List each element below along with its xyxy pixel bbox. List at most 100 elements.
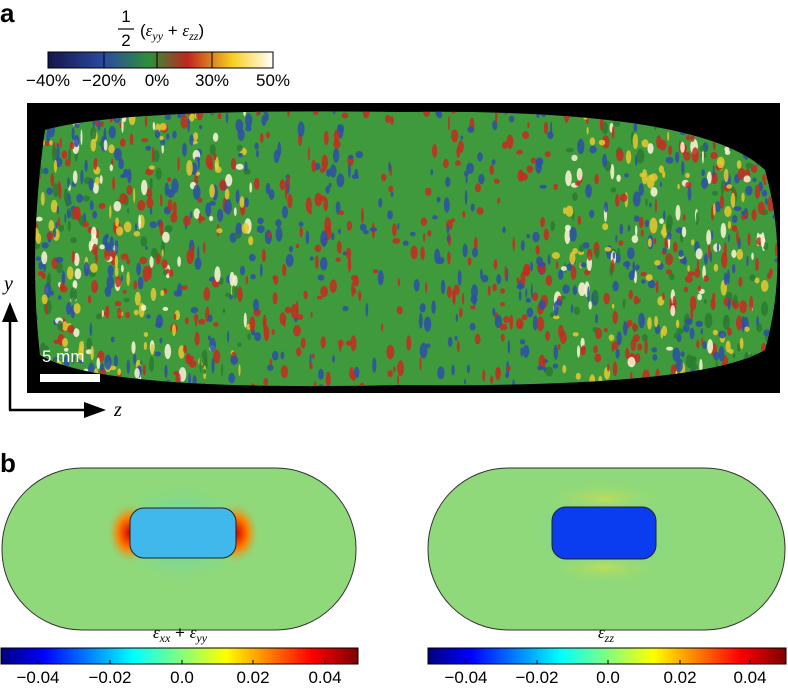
- texture-speck: [640, 229, 644, 237]
- texture-speck: [474, 333, 481, 345]
- texture-speck: [447, 336, 453, 347]
- texture-speck: [69, 287, 77, 303]
- texture-speck: [768, 268, 773, 277]
- texture-speck: [565, 147, 574, 153]
- texture-speck: [720, 222, 727, 239]
- texture-speck: [342, 305, 349, 312]
- texture-speck: [602, 223, 609, 231]
- texture-speck: [726, 184, 733, 189]
- texture-speck: [46, 232, 54, 240]
- texture-speck: [106, 275, 115, 289]
- texture-speck: [703, 299, 707, 304]
- texture-speck: [173, 290, 181, 297]
- texture-speck: [300, 337, 306, 349]
- texture-speck: [113, 355, 118, 367]
- texture-speck: [134, 223, 138, 232]
- texture-speck: [35, 256, 42, 262]
- texture-speck: [164, 343, 172, 360]
- texture-speck: [299, 226, 303, 238]
- texture-speck: [392, 223, 397, 237]
- texture-speck: [282, 205, 288, 219]
- texture-speck: [632, 322, 637, 332]
- texture-speck: [557, 343, 561, 350]
- texture-speck: [673, 241, 678, 253]
- texture-speck: [53, 159, 58, 173]
- texture-speck: [320, 286, 328, 298]
- texture-speck: [65, 200, 73, 206]
- texture-speck: [198, 319, 206, 325]
- texture-speck: [712, 329, 719, 336]
- texture-speck: [436, 256, 445, 265]
- texture-speck: [255, 149, 259, 158]
- texture-speck: [337, 124, 345, 133]
- texture-speck: [647, 143, 654, 154]
- texture-speck: [699, 146, 706, 152]
- texture-speck: [363, 229, 369, 235]
- texture-speck: [237, 152, 244, 158]
- texture-speck: [103, 127, 107, 143]
- texture-speck: [249, 253, 256, 262]
- texture-speck: [563, 207, 567, 215]
- texture-speck: [689, 362, 698, 371]
- texture-speck: [253, 177, 260, 190]
- texture-speck: [348, 154, 354, 160]
- texture-speck: [469, 322, 476, 331]
- texture-speck: [725, 340, 731, 353]
- texture-speck: [193, 132, 199, 141]
- texture-speck: [526, 234, 531, 239]
- texture-speck: [134, 291, 141, 306]
- texture-speck: [333, 140, 341, 149]
- texture-speck: [647, 238, 652, 248]
- texture-speck: [74, 268, 82, 280]
- texture-speck: [146, 197, 154, 209]
- texture-speck: [454, 335, 458, 341]
- panel-label: b: [0, 448, 16, 478]
- texture-speck: [654, 260, 661, 266]
- texture-speck: [578, 244, 584, 253]
- texture-speck: [704, 312, 713, 329]
- texture-speck: [57, 295, 62, 300]
- texture-speck: [722, 314, 730, 330]
- texture-speck: [355, 151, 364, 159]
- texture-speck: [268, 231, 272, 238]
- texture-speck: [239, 196, 245, 208]
- texture-speck: [443, 197, 450, 213]
- texture-speck: [707, 339, 714, 354]
- texture-speck: [66, 266, 74, 280]
- texture-speck: [104, 247, 111, 261]
- texture-speck: [390, 115, 394, 125]
- texture-speck: [236, 144, 243, 152]
- texture-speck: [500, 288, 505, 294]
- texture-speck: [314, 192, 323, 207]
- texture-speck: [565, 205, 574, 217]
- texture-speck: [119, 138, 126, 147]
- texture-speck: [83, 261, 90, 277]
- texture-speck: [279, 312, 287, 326]
- texture-speck: [649, 202, 652, 208]
- texture-speck: [460, 135, 464, 140]
- texture-speck: [313, 111, 319, 116]
- texture-speck: [96, 357, 101, 370]
- texture-speck: [238, 364, 241, 376]
- texture-speck: [296, 300, 299, 315]
- texture-speck: [607, 363, 610, 372]
- texture-speck: [466, 162, 474, 174]
- texture-speck: [540, 216, 545, 228]
- texture-speck: [50, 199, 58, 213]
- texture-speck: [42, 167, 49, 175]
- texture-speck: [638, 183, 644, 196]
- texture-speck: [142, 265, 150, 282]
- texture-speck: [760, 232, 765, 248]
- texture-speck: [687, 265, 690, 272]
- texture-speck: [131, 341, 136, 354]
- texture-speck: [162, 306, 169, 311]
- texture-speck: [91, 280, 99, 294]
- texture-speck: [44, 283, 52, 299]
- texture-speck: [347, 256, 352, 273]
- texture-speck: [264, 229, 272, 245]
- texture-speck: [727, 298, 731, 311]
- texture-speck: [386, 344, 395, 360]
- texture-speck: [180, 114, 188, 129]
- texture-speck: [625, 150, 632, 164]
- texture-speck: [154, 351, 161, 357]
